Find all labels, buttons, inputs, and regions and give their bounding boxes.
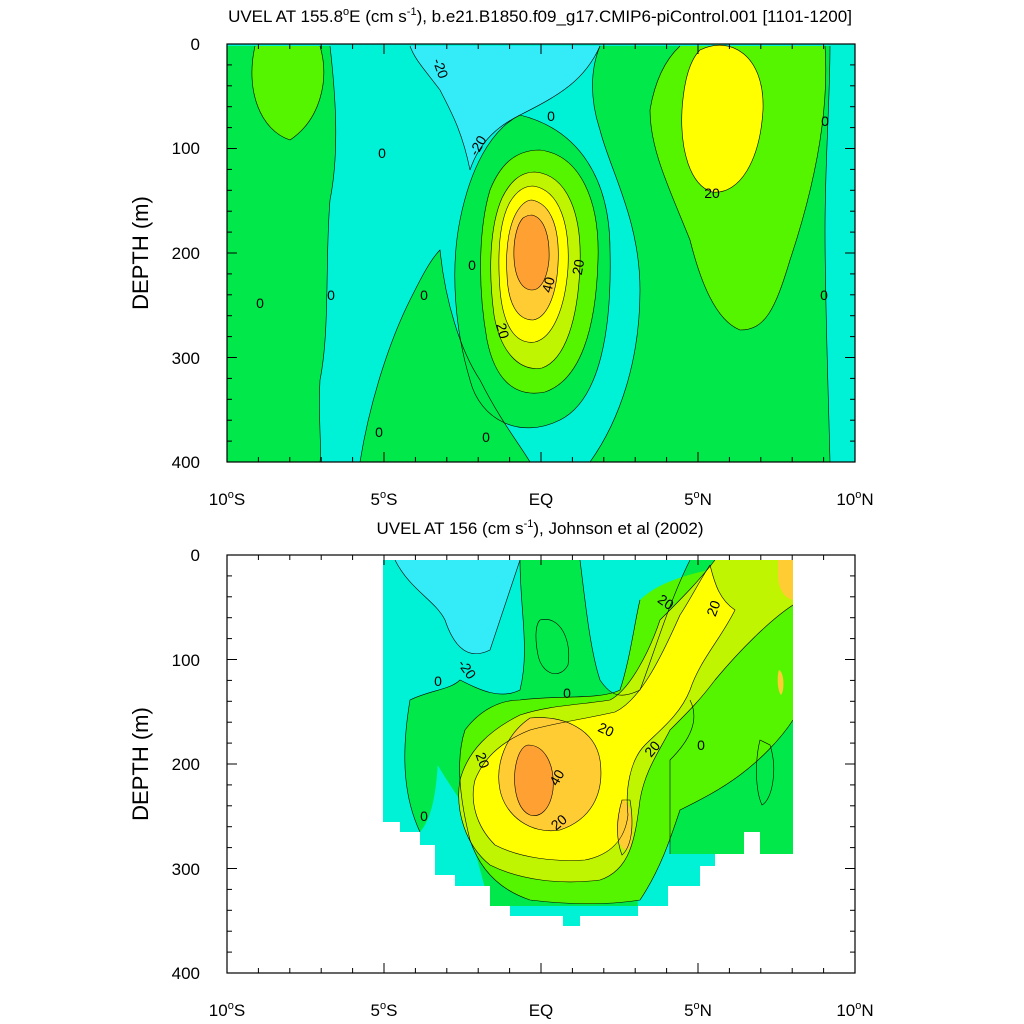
contour-region-p50 (514, 745, 554, 816)
contour-label: 20 (704, 185, 720, 201)
contour-line (251, 45, 325, 141)
contour-label: 0 (547, 108, 555, 124)
x-tick-label: 10oS (209, 1000, 245, 1020)
contour-label: 0 (820, 287, 828, 303)
contour-label: 20 (473, 750, 493, 770)
contour-line (681, 45, 764, 193)
contour-line (669, 699, 695, 854)
panel-1-ylabel: DEPTH (m) (128, 196, 153, 310)
panel-1-x-tick-labels: 10oS 5oS EQ 5oN 10oN (209, 489, 874, 509)
panel-1-contour-lines (251, 45, 831, 462)
contour-label: 20 (703, 598, 723, 618)
y-tick-label: 0 (191, 546, 200, 565)
contour-label: 40 (538, 275, 558, 294)
contour-line (513, 214, 550, 291)
y-tick-label: 400 (172, 453, 200, 472)
x-tick-label: 5oS (371, 1000, 398, 1020)
contour-label: 40 (546, 767, 568, 789)
panel-2-y-tick-labels: 0 100 200 300 400 (172, 546, 200, 983)
panel-2-ticks (226, 554, 856, 974)
panel-2-x-tick-labels: 10oS 5oS EQ 5oN 10oN (209, 1000, 874, 1020)
contour-line (459, 599, 793, 905)
contour-label: 0 (482, 429, 490, 445)
panel-1-y-tick-labels: 0 100 200 300 400 (172, 35, 200, 472)
contour-line (649, 45, 827, 331)
panel-1-title: UVEL AT 155.8oE (cm s-1), b.e21.B1850.f0… (228, 6, 852, 26)
contour-region-p30-east (681, 45, 764, 193)
panel-model: UVEL AT 155.8oE (cm s-1), b.e21.B1850.f0… (128, 6, 874, 509)
contour-label: 0 (821, 113, 829, 129)
x-tick-label: 10oS (209, 489, 245, 509)
contour-line (359, 249, 531, 462)
contour-label: 0 (697, 737, 705, 753)
contour-line (490, 171, 581, 369)
contour-region-zero (404, 698, 439, 832)
panel-1-contour-labels: -20 -20 0 0 0 0 0 0 0 0 0 0 20 20 20 40 (256, 56, 829, 445)
contour-label: 0 (468, 257, 476, 273)
contour-line (458, 560, 793, 883)
panel-observed: UVEL AT 156 (cm s-1), Johnson et al (200… (128, 518, 874, 1020)
contour-label: 0 (375, 424, 383, 440)
contour-line (617, 799, 633, 856)
contour-region-p40 (778, 560, 793, 600)
contour-region-p50-core (513, 215, 550, 290)
contour-line (409, 45, 471, 171)
contour-region-neg20 (395, 560, 520, 654)
contour-line (579, 560, 691, 696)
panel-2-contour-lines (394, 560, 793, 905)
contour-line (472, 564, 736, 861)
contour-line (404, 560, 525, 833)
contour-region-neg20 (410, 46, 600, 170)
contour-label: 0 (434, 673, 442, 689)
y-tick-label: 100 (172, 651, 200, 670)
contour-line (514, 744, 554, 816)
y-tick-label: 200 (172, 755, 200, 774)
y-tick-label: 0 (191, 35, 200, 54)
contour-label: 0 (327, 287, 335, 303)
contour-line (824, 45, 831, 462)
contour-label: 20 (493, 321, 513, 340)
panel-1-contour-fill (227, 44, 855, 462)
contour-line (480, 149, 599, 394)
contour-label: 0 (563, 685, 571, 701)
contour-line (394, 560, 521, 655)
contour-region-zero-west (227, 46, 336, 462)
x-tick-label: 5oS (371, 489, 398, 509)
y-tick-label: 100 (172, 139, 200, 158)
y-tick-label: 200 (172, 244, 200, 263)
contour-line (535, 619, 570, 674)
panel-2-contour-fill (383, 560, 793, 926)
x-tick-label: 5oN (684, 1000, 712, 1020)
panel-2-title: UVEL AT 156 (cm s-1), Johnson et al (200… (377, 518, 704, 538)
contour-label: 0 (420, 808, 428, 824)
x-tick-label: EQ (529, 490, 554, 509)
x-tick-label: 5oN (684, 489, 712, 509)
contour-line (756, 739, 775, 806)
contour-line (498, 185, 569, 343)
contour-label: 20 (596, 719, 617, 740)
contour-line (498, 717, 602, 832)
contour-label: 20 (569, 258, 587, 276)
panel-2-ylabel: DEPTH (m) (128, 707, 153, 821)
contour-region-p10-west (251, 46, 324, 140)
contour-line (506, 199, 559, 321)
contour-region-p40 (777, 670, 784, 695)
y-tick-label: 300 (172, 349, 200, 368)
x-tick-label: 10oN (836, 489, 873, 509)
contour-label: 0 (378, 145, 386, 161)
x-tick-label: 10oN (836, 1000, 873, 1020)
panel-1-ticks (226, 43, 856, 463)
y-tick-label: 400 (172, 964, 200, 983)
contour-label: 0 (420, 287, 428, 303)
contour-line (589, 45, 641, 462)
x-tick-label: EQ (529, 1001, 554, 1020)
contour-label: 0 (256, 295, 264, 311)
contour-line (319, 45, 337, 462)
y-tick-label: 300 (172, 860, 200, 879)
contour-label: -20 (430, 56, 452, 81)
